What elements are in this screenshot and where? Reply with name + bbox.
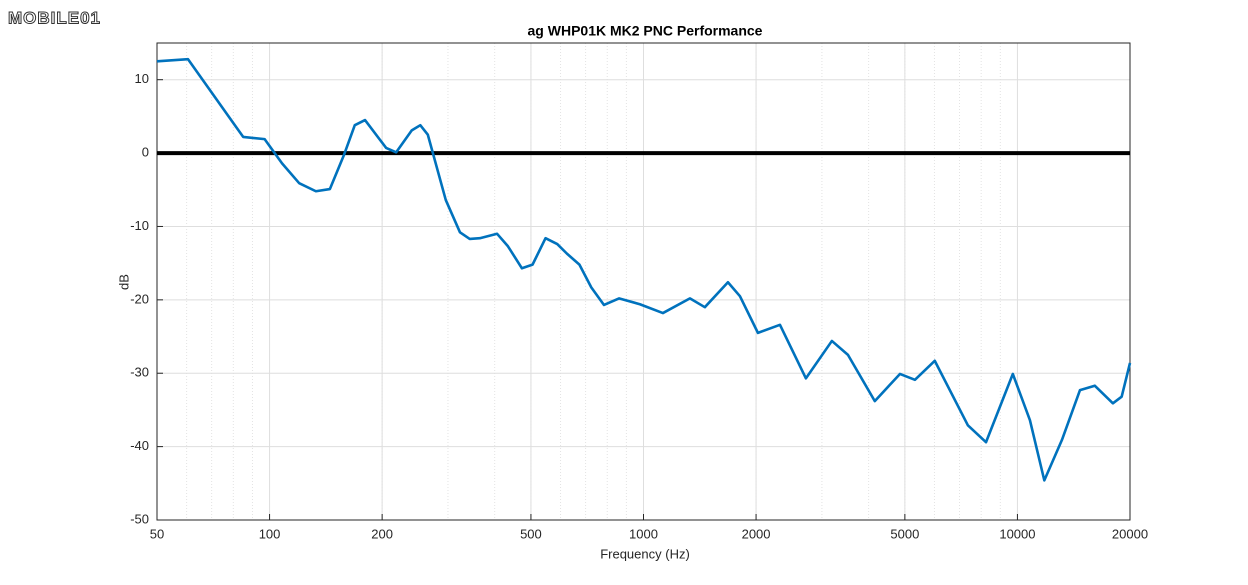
x-tick-label: 500 <box>520 526 542 541</box>
chart-title: ag WHP01K MK2 PNC Performance <box>528 23 763 39</box>
y-tick-label: 10 <box>135 71 149 86</box>
x-tick-label: 1000 <box>629 526 658 541</box>
y-axis-label: dB <box>116 274 131 290</box>
x-tick-label: 20000 <box>1112 526 1148 541</box>
x-tick-label: 2000 <box>742 526 771 541</box>
x-tick-label: 10000 <box>999 526 1035 541</box>
x-axis-label: Frequency (Hz) <box>600 546 690 561</box>
plot-frame <box>156 42 1131 521</box>
x-tick-label: 50 <box>150 526 164 541</box>
series-line <box>156 57 1132 482</box>
y-tick-label: -20 <box>130 291 149 306</box>
x-tick-label: 200 <box>371 526 393 541</box>
y-tick-label: -30 <box>130 365 149 380</box>
y-tick-label: -10 <box>130 218 149 233</box>
y-tick-label: 0 <box>142 145 149 160</box>
watermark: MOBILE01 <box>8 8 101 27</box>
x-tick-label: 5000 <box>890 526 919 541</box>
x-tick-label: 100 <box>259 526 281 541</box>
y-tick-label: -40 <box>130 438 149 453</box>
y-tick-label: -50 <box>130 511 149 526</box>
